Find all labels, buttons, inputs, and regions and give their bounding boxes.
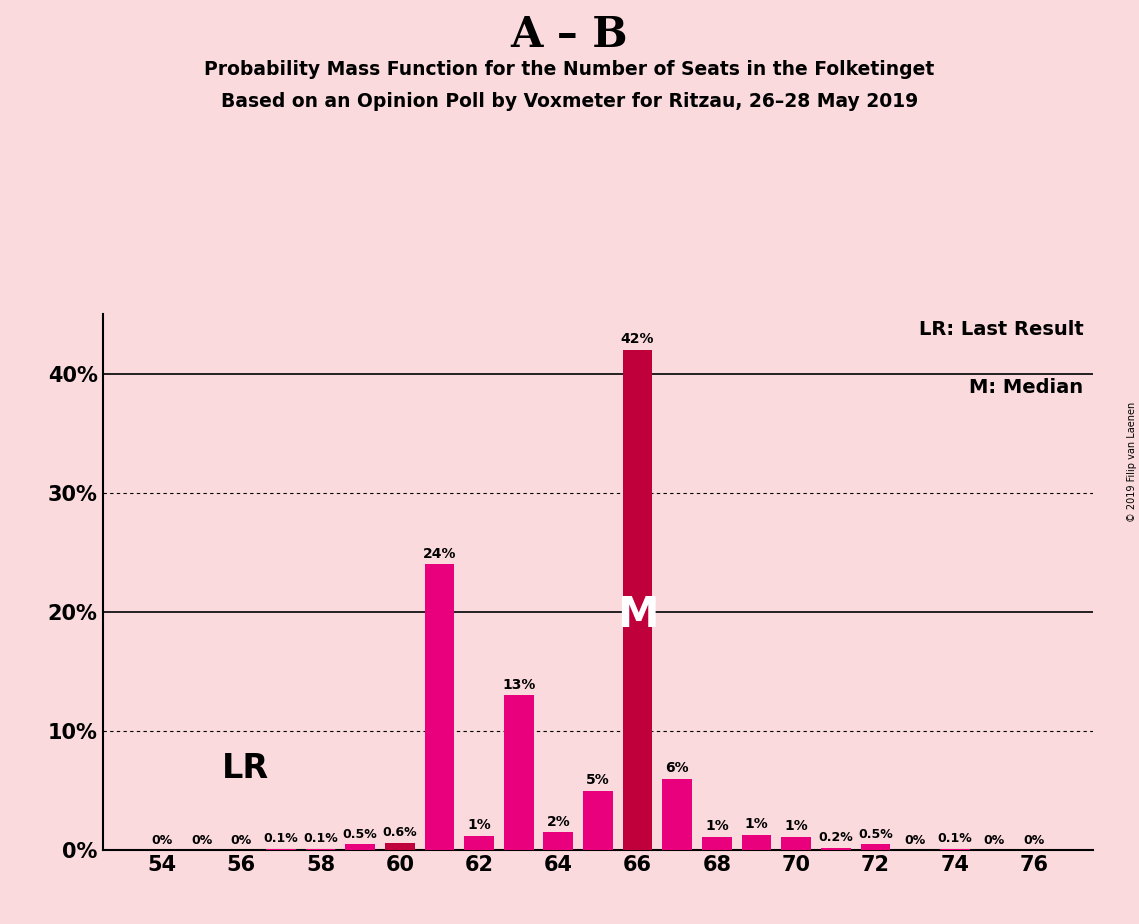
Text: M: M: [617, 594, 658, 636]
Text: 6%: 6%: [665, 761, 689, 775]
Bar: [543, 833, 573, 850]
Bar: [465, 836, 494, 850]
Text: 0.5%: 0.5%: [343, 828, 377, 841]
Bar: [781, 837, 811, 850]
Bar: [267, 849, 296, 850]
Text: 0%: 0%: [191, 834, 212, 847]
Text: 0.1%: 0.1%: [937, 833, 972, 845]
Text: 0.1%: 0.1%: [303, 833, 338, 845]
Text: 24%: 24%: [423, 547, 457, 561]
Text: 42%: 42%: [621, 333, 655, 346]
Bar: [385, 843, 415, 850]
Text: LR: Last Result: LR: Last Result: [919, 320, 1083, 338]
Bar: [741, 834, 771, 850]
Bar: [305, 849, 335, 850]
Text: © 2019 Filip van Laenen: © 2019 Filip van Laenen: [1126, 402, 1137, 522]
Bar: [702, 837, 731, 850]
Text: LR: LR: [221, 751, 269, 784]
Text: A – B: A – B: [510, 14, 629, 55]
Text: 1%: 1%: [785, 820, 808, 833]
Bar: [940, 849, 969, 850]
Text: 0%: 0%: [1023, 834, 1044, 847]
Text: Probability Mass Function for the Number of Seats in the Folketinget: Probability Mass Function for the Number…: [204, 60, 935, 79]
Bar: [861, 845, 891, 850]
Text: 1%: 1%: [705, 820, 729, 833]
Text: 13%: 13%: [502, 677, 535, 692]
Bar: [425, 565, 454, 850]
Text: 1%: 1%: [745, 817, 769, 831]
Text: 2%: 2%: [547, 815, 571, 829]
Bar: [821, 847, 851, 850]
Text: 0.6%: 0.6%: [383, 826, 417, 839]
Bar: [583, 791, 613, 850]
Text: 0%: 0%: [151, 834, 173, 847]
Text: 0%: 0%: [984, 834, 1005, 847]
Bar: [503, 695, 533, 850]
Bar: [345, 845, 375, 850]
Text: 0%: 0%: [904, 834, 926, 847]
Text: Based on an Opinion Poll by Voxmeter for Ritzau, 26–28 May 2019: Based on an Opinion Poll by Voxmeter for…: [221, 92, 918, 112]
Bar: [663, 779, 693, 850]
Bar: [623, 350, 653, 850]
Text: 0.2%: 0.2%: [819, 831, 853, 845]
Text: M: Median: M: Median: [969, 379, 1083, 397]
Text: 0.1%: 0.1%: [263, 833, 298, 845]
Text: 5%: 5%: [587, 773, 609, 787]
Text: 1%: 1%: [467, 819, 491, 833]
Text: 0.5%: 0.5%: [858, 828, 893, 841]
Text: 0%: 0%: [230, 834, 252, 847]
